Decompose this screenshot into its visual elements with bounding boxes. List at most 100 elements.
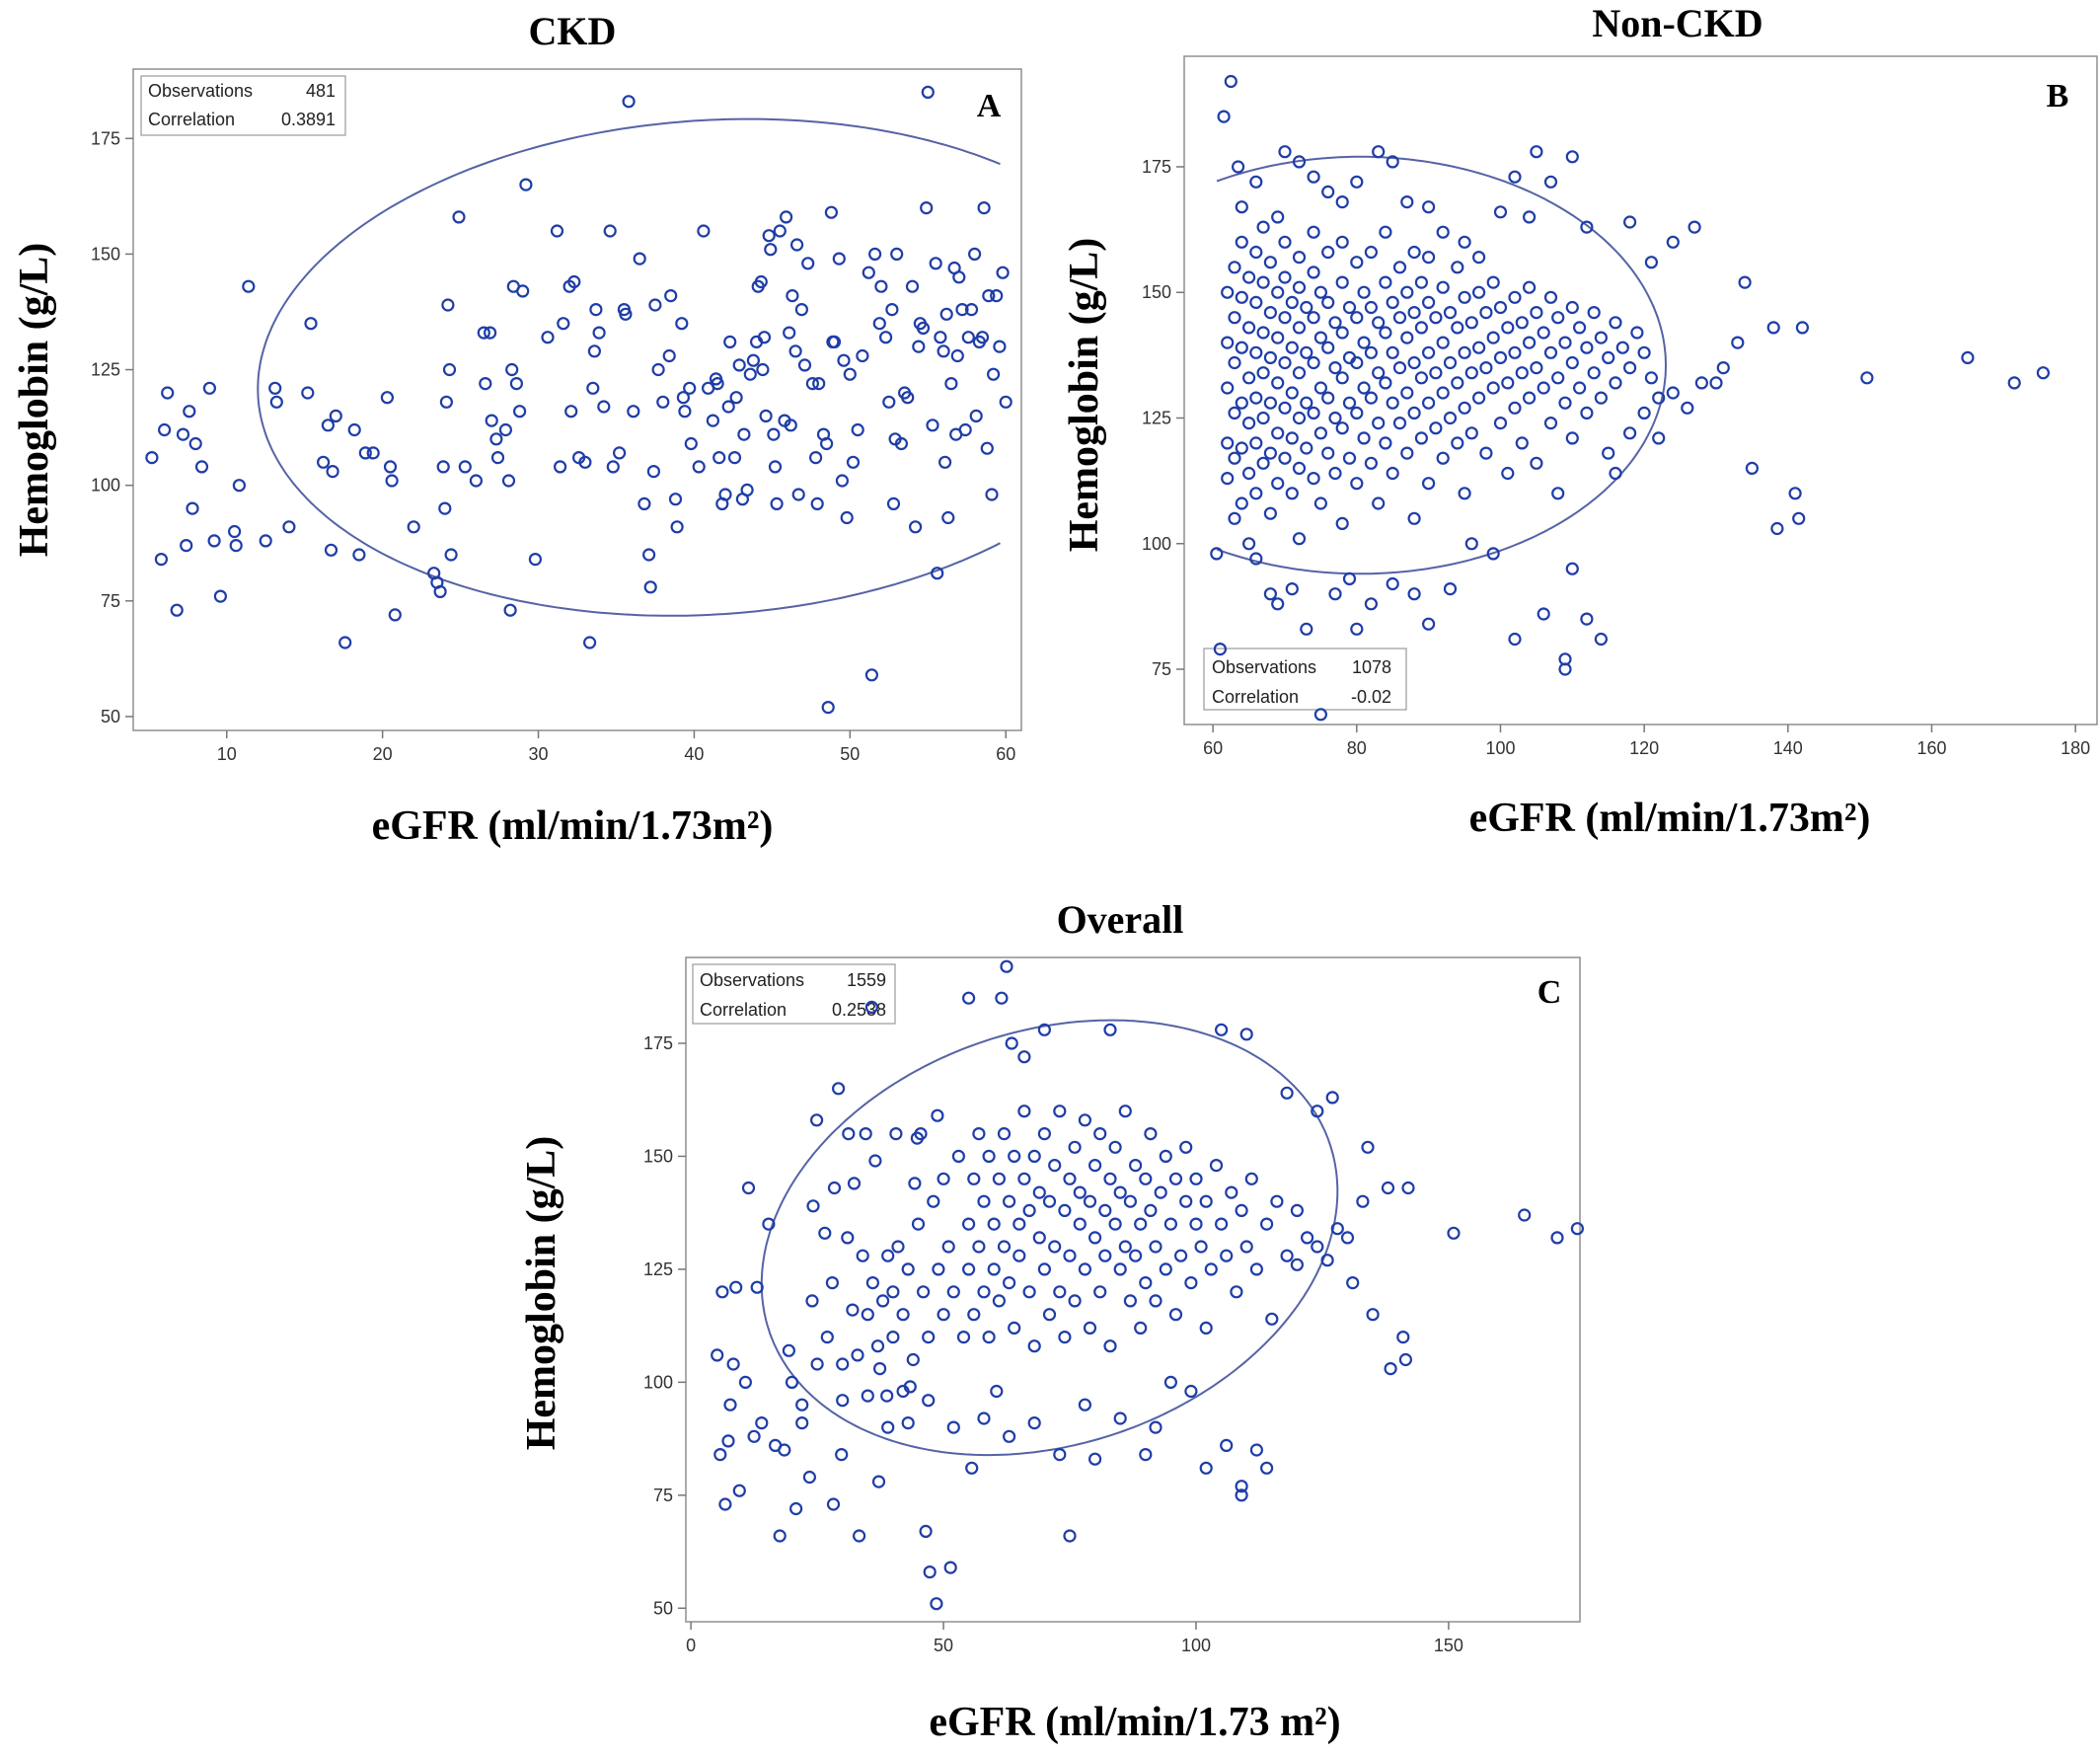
chart-a-confidence-ellipse xyxy=(257,117,1001,617)
chart-c-data-point xyxy=(1214,1023,1229,1036)
chart-c-data-point xyxy=(831,1082,846,1096)
chart-c-data-point xyxy=(990,1384,1004,1399)
chart-a-data-point xyxy=(675,317,689,331)
chart-a-data-point xyxy=(789,238,804,252)
chart-c-data-point xyxy=(1058,1203,1072,1218)
chart-b-data-point xyxy=(1551,311,1565,325)
chart-a-data-point xyxy=(557,317,570,331)
chart-b-data-point xyxy=(1292,366,1307,380)
chart-a-data-point xyxy=(890,247,904,261)
chart-a-data-point xyxy=(952,270,966,284)
chart-b-data-point xyxy=(1285,295,1299,309)
chart-a-data-point xyxy=(746,353,761,367)
chart-c-data-point xyxy=(1113,1185,1127,1199)
chart-a-data-point xyxy=(670,520,684,534)
chart-b-data-point xyxy=(1235,496,1248,510)
chart-c-data-point xyxy=(1209,1158,1224,1173)
chart-a-data-point xyxy=(692,460,706,474)
chart-b-data-point xyxy=(1372,145,1386,159)
chart-c-data-point xyxy=(1017,1172,1031,1185)
chart-a-data-point xyxy=(528,552,543,567)
chart-b-data-point xyxy=(1357,336,1371,349)
chart-a-data-point xyxy=(582,636,597,649)
chart-a-data-point xyxy=(232,479,246,493)
chart-b-data-point xyxy=(1451,376,1464,390)
chart-b-data-point xyxy=(1300,396,1313,410)
chart-b-data-point xyxy=(1292,251,1307,265)
chart-a-data-point xyxy=(812,377,826,391)
chart-c-data-point xyxy=(1108,1140,1122,1154)
chart-a-data-point xyxy=(186,501,199,515)
chart-b-data-point xyxy=(1709,376,1723,390)
chart-b-data-point xyxy=(1493,417,1508,430)
chart-b-data-point xyxy=(1335,275,1349,289)
chart-b-data-point xyxy=(1493,350,1508,364)
chart-c-data-point xyxy=(1235,1203,1248,1218)
chart-b-data-point xyxy=(1580,406,1594,420)
chart-c-data-point xyxy=(1300,1231,1314,1245)
chart-c-x-tick-label: 150 xyxy=(1434,1636,1463,1655)
chart-c-data-point xyxy=(1042,1308,1057,1322)
chart-b-data-point xyxy=(1565,355,1579,370)
chart-c-data-point xyxy=(967,1172,981,1185)
chart-c-data-point xyxy=(1361,1140,1375,1154)
chart-b-stats-observations-label: Observations xyxy=(1212,657,1316,677)
chart-a-x-tick-label: 60 xyxy=(996,744,1015,764)
chart-b-confidence-ellipse xyxy=(1216,155,1667,575)
chart-a-data-point xyxy=(801,257,815,270)
chart-b-data-point xyxy=(1321,245,1335,260)
chart-b-data-point xyxy=(1342,572,1357,586)
chart-b-data-point xyxy=(1307,225,1320,239)
chart-b-data-point xyxy=(1278,401,1292,415)
chart-c-data-point xyxy=(795,1398,809,1412)
chart-c-data-point xyxy=(1017,1105,1031,1118)
chart-b-data-point xyxy=(1350,256,1364,269)
chart-a-data-point xyxy=(840,510,854,525)
chart-a-data-point xyxy=(764,243,778,257)
chart-c-data-point xyxy=(1083,1321,1097,1335)
chart-b-x-tick-label: 120 xyxy=(1629,738,1659,758)
chart-b-data-point xyxy=(1609,316,1622,330)
chart-a-data-point xyxy=(380,391,394,405)
chart-b-data-point xyxy=(1421,617,1436,631)
chart-b-data-point xyxy=(1572,321,1587,335)
chart-a-data-point xyxy=(183,405,196,419)
chart-c-data-point xyxy=(861,1389,874,1403)
chart-b-data-point xyxy=(1228,406,1241,420)
chart-c-data-point xyxy=(914,1126,928,1141)
chart-c-data-point xyxy=(1239,1028,1253,1041)
chart-b-y-tick-label: 150 xyxy=(1142,282,1171,302)
chart-c-data-point xyxy=(1230,1285,1243,1299)
chart-b-data-point xyxy=(1407,306,1421,320)
chart-c-data-point xyxy=(1194,1240,1208,1254)
chart-a-y-tick-label: 75 xyxy=(101,591,120,611)
chart-c-points xyxy=(711,959,1585,1611)
chart-c-data-point xyxy=(1550,1231,1564,1245)
chart-c-data-point xyxy=(1002,1194,1016,1208)
chart-b-data-point xyxy=(1271,285,1285,299)
chart-c-data-point xyxy=(1123,1194,1138,1208)
chart-b-data-point xyxy=(1228,355,1241,370)
chart-a-data-point xyxy=(996,266,1010,279)
chart-c-data-point xyxy=(1189,1172,1203,1185)
chart-b-x-tick-label: 60 xyxy=(1203,738,1223,758)
chart-a-data-point xyxy=(706,414,720,427)
chart-c-data-point xyxy=(1098,1203,1112,1218)
chart-b-data-point xyxy=(1350,355,1364,370)
chart-c-data-point xyxy=(908,1177,922,1190)
chart-c-data-point xyxy=(1163,1375,1178,1390)
chart-a-data-point xyxy=(805,377,820,391)
chart-b-data-point xyxy=(1364,300,1379,315)
chart-b-data-point xyxy=(1414,431,1429,445)
chart-b-data-point xyxy=(1228,311,1241,325)
chart-a-data-point xyxy=(444,548,458,562)
chart-b-data-point xyxy=(1479,306,1493,320)
chart-b-data-point xyxy=(2036,366,2050,380)
chart-b-data-point xyxy=(1471,251,1486,265)
chart-c-data-point xyxy=(992,1172,1007,1185)
chart-b-panel-letter: B xyxy=(2047,78,2069,114)
chart-b-y-axis: 75 100 125 150 175 xyxy=(1142,157,1184,679)
chart-a-data-point xyxy=(977,201,991,215)
chart-b-data-point xyxy=(1615,341,1629,354)
chart-c-data-point xyxy=(972,1240,986,1254)
